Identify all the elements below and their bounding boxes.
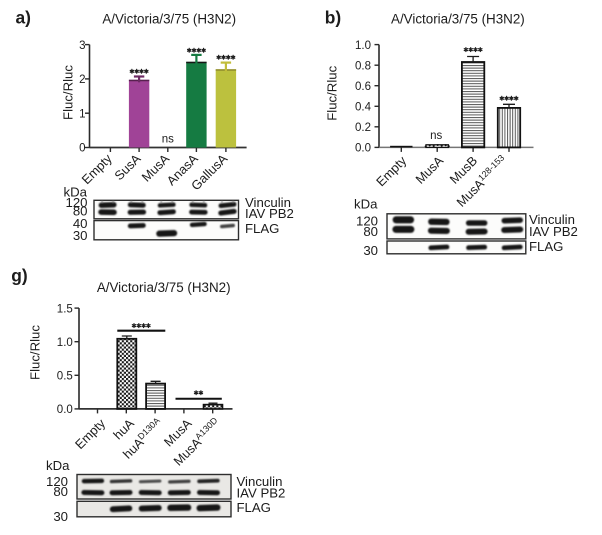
svg-text:1.0: 1.0 [355,40,371,52]
svg-text:kDa: kDa [64,185,88,200]
svg-text:FLAG: FLAG [237,500,271,515]
svg-text:g): g) [11,266,27,286]
svg-text:120: 120 [356,213,378,228]
svg-text:80: 80 [53,484,68,499]
svg-text:30: 30 [53,509,68,524]
svg-text:A/Victoria/3/75 (H3N2): A/Victoria/3/75 (H3N2) [102,11,236,26]
svg-text:A/Victoria/3/75 (H3N2): A/Victoria/3/75 (H3N2) [97,280,231,295]
svg-text:Vinculin: Vinculin [237,474,283,489]
svg-text:a): a) [16,7,31,27]
svg-text:0.6: 0.6 [355,81,371,93]
svg-text:80: 80 [363,224,378,239]
svg-text:0.2: 0.2 [355,122,371,134]
svg-text:kDa: kDa [46,458,70,473]
svg-text:ns: ns [430,130,442,142]
svg-text:Vinculin: Vinculin [245,195,291,210]
svg-text:0.0: 0.0 [57,404,73,416]
svg-text:2: 2 [79,74,85,86]
svg-text:40: 40 [73,216,88,231]
svg-text:ns: ns [162,134,174,146]
svg-text:b): b) [325,8,341,28]
svg-text:30: 30 [363,243,378,258]
svg-text:3: 3 [79,40,85,52]
svg-text:1: 1 [79,108,85,120]
svg-text:kDa: kDa [354,197,378,212]
svg-text:1.0: 1.0 [57,337,73,349]
svg-text:120: 120 [65,195,87,210]
svg-text:30: 30 [73,228,88,243]
svg-text:Fluc/Rluc: Fluc/Rluc [28,325,43,380]
svg-text:IAV PB2: IAV PB2 [245,206,294,221]
svg-text:0.4: 0.4 [355,102,372,114]
svg-text:Vinculin: Vinculin [529,212,575,227]
svg-text:120: 120 [46,474,68,489]
svg-text:IAV PB2: IAV PB2 [529,224,578,239]
svg-text:A/Victoria/3/75 (H3N2): A/Victoria/3/75 (H3N2) [391,11,525,26]
svg-text:Fluc/Rluc: Fluc/Rluc [61,65,76,120]
svg-text:80: 80 [73,204,88,219]
svg-text:Fluc/Rluc: Fluc/Rluc [324,65,339,120]
svg-text:0.5: 0.5 [57,371,73,383]
svg-text:IAV PB2: IAV PB2 [237,485,286,500]
svg-text:0: 0 [79,143,85,155]
svg-text:0.8: 0.8 [355,60,371,72]
svg-text:FLAG: FLAG [245,221,279,236]
svg-text:0.0: 0.0 [355,143,371,155]
svg-text:1.5: 1.5 [57,303,73,315]
svg-text:FLAG: FLAG [529,239,563,254]
